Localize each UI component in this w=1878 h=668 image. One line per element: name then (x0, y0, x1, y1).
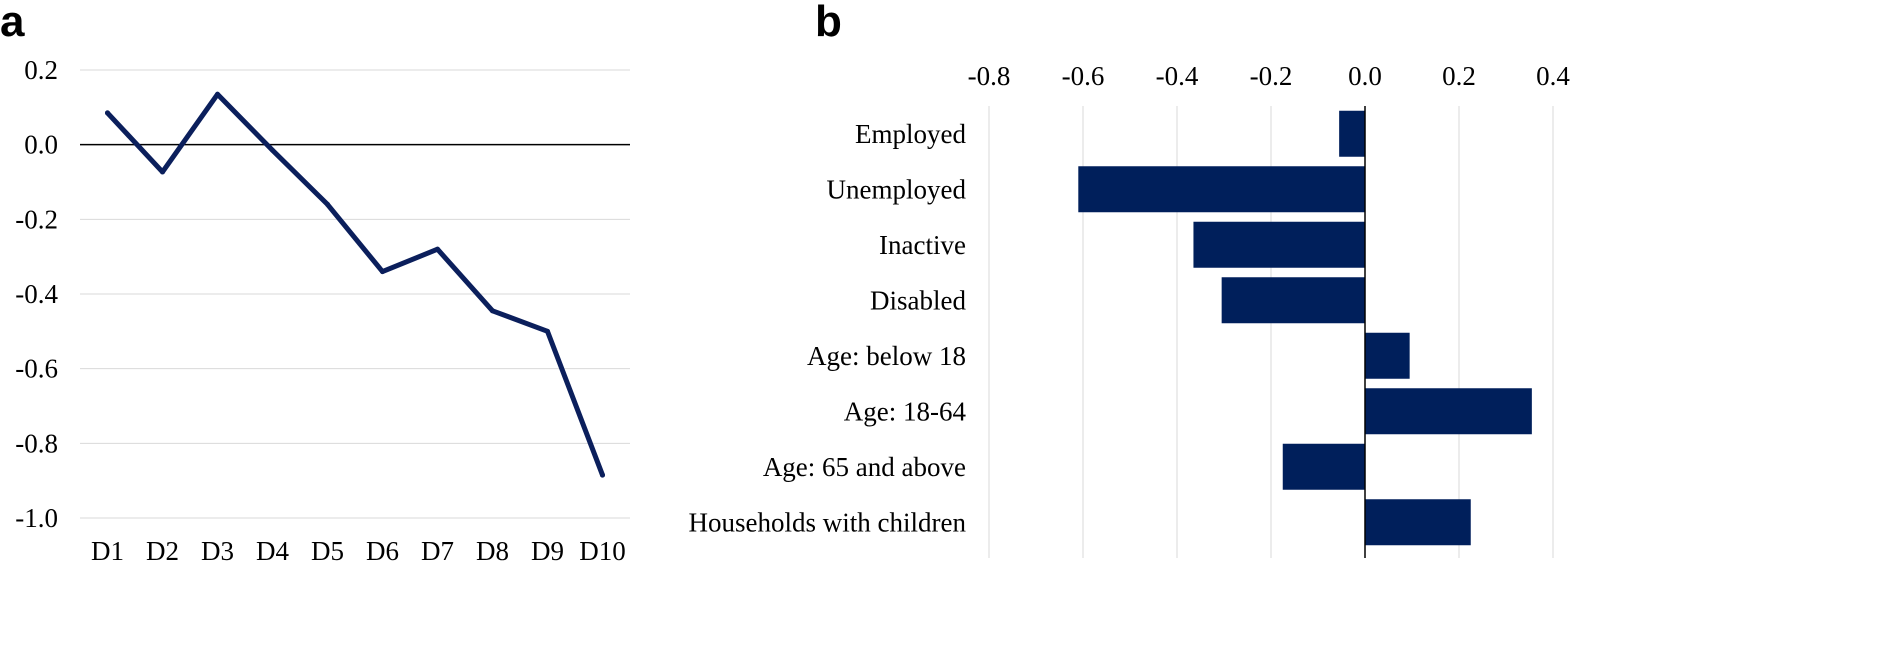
x-tick-label: D9 (531, 536, 564, 566)
y-axis-ticks: 0.2 0.0 -0.2 -0.4 -0.6 -0.8 -1.0 (15, 55, 58, 533)
y-tick-label: -0.8 (15, 428, 58, 458)
data-point (215, 91, 220, 97)
x-axis-ticks: -0.8 -0.6 -0.4 -0.2 0.0 0.2 0.4 (968, 61, 1571, 91)
x-tick-label: -0.2 (1250, 61, 1293, 91)
data-point (160, 169, 165, 175)
y-tick-label: -0.2 (15, 204, 58, 234)
data-point (600, 472, 605, 478)
x-tick-label: -0.4 (1156, 61, 1199, 91)
x-tick-label: 0.4 (1536, 61, 1570, 91)
line-chart-deciles: 0.20.0-0.2-0.4-0.6-0.8-1.0 D1 D2 D3 D4 D5 D6 D… (15, 55, 630, 566)
category-label: Inactive (879, 230, 966, 260)
category-label: Age: below 18 (807, 341, 966, 371)
x-tick-label: D5 (311, 536, 344, 566)
category-labels: Employed Unemployed Inactive Disabled Age: b… (689, 119, 967, 538)
bar-chart-groups: -0.8 -0.6 -0.4 -0.2 0.0 0.2 0.4 Employed Unempl… (689, 61, 1571, 558)
bar (1365, 388, 1532, 435)
x-tick-label: D8 (476, 536, 509, 566)
category-label: Households with children (689, 507, 967, 537)
data-point (325, 201, 330, 207)
x-tick-label: -0.8 (968, 61, 1011, 91)
x-tick-label: D7 (421, 536, 454, 566)
category-label: Age: 18-64 (844, 396, 967, 426)
category-label: Disabled (870, 285, 966, 315)
bar (1365, 499, 1471, 546)
data-point (545, 328, 550, 334)
line-series (105, 91, 605, 478)
data-point (270, 147, 275, 153)
x-tick-label: D4 (256, 536, 289, 566)
data-point (435, 246, 440, 252)
x-tick-label: D6 (366, 536, 399, 566)
bar (1365, 332, 1410, 379)
bar (1193, 221, 1365, 268)
y-tick-label: -0.4 (15, 279, 58, 309)
x-tick-label: -0.6 (1062, 61, 1105, 91)
x-tick-label: 0.0 (1348, 61, 1382, 91)
bar (1221, 277, 1365, 324)
x-tick-label: D1 (91, 536, 124, 566)
bar (1282, 443, 1365, 490)
y-tick-label: -1.0 (15, 503, 58, 533)
panel-b-label: b (815, 0, 842, 46)
category-label: Age: 65 and above (763, 452, 966, 482)
x-tick-label: D10 (579, 536, 626, 566)
bar-series (1078, 110, 1532, 546)
panel-a-label: a (0, 0, 25, 46)
x-tick-label: D2 (146, 536, 179, 566)
x-tick-label: 0.2 (1442, 61, 1476, 91)
category-label: Unemployed (827, 174, 967, 204)
x-axis-ticks: D1 D2 D3 D4 D5 D6 D7 D8 D9 D10 (91, 536, 626, 566)
y-gridlines (80, 69, 630, 519)
category-label: Employed (855, 119, 966, 149)
y-tick-label: -0.6 (15, 354, 58, 384)
data-point (490, 308, 495, 314)
bar (1078, 166, 1365, 213)
data-point (380, 269, 385, 275)
y-tick-label: 0.0 (24, 130, 58, 160)
x-tick-label: D3 (201, 536, 234, 566)
data-point (105, 110, 110, 116)
bar (1339, 110, 1365, 157)
y-tick-label: 0.2 (24, 55, 58, 85)
series-line (105, 91, 605, 478)
